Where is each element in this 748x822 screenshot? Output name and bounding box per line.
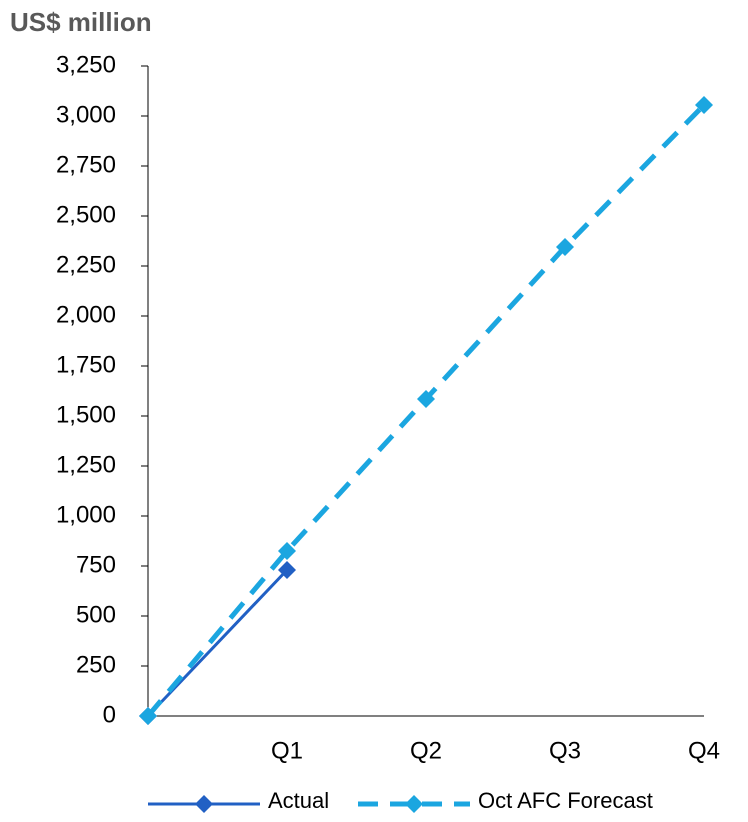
x-tick-label: Q2: [410, 737, 442, 764]
y-tick-label: 2,500: [56, 201, 116, 228]
series-line: [146, 103, 706, 718]
point-marker: [695, 96, 713, 114]
point-marker: [417, 390, 435, 408]
y-tick-label: 2,250: [56, 251, 116, 278]
x-tick-label: Q1: [271, 737, 303, 764]
point-marker: [556, 238, 574, 256]
point-marker: [278, 542, 296, 560]
y-tick-label: 1,750: [56, 351, 116, 378]
y-tick-label: 750: [76, 551, 116, 578]
y-tick-label: 500: [76, 601, 116, 628]
x-tick-label: Q4: [688, 737, 720, 764]
legend-marker: [405, 795, 423, 813]
y-tick-label: 0: [103, 701, 116, 728]
point-marker: [278, 561, 296, 579]
legend-label: Actual: [268, 788, 329, 813]
legend-marker: [195, 795, 213, 813]
series-line: [146, 568, 289, 718]
y-tick-label: 1,000: [56, 501, 116, 528]
x-tick-label: Q3: [549, 737, 581, 764]
y-tick-label: 2,000: [56, 301, 116, 328]
legend-label: Oct AFC Forecast: [478, 788, 653, 813]
y-tick-label: 3,250: [56, 51, 116, 78]
y-tick-label: 3,000: [56, 101, 116, 128]
y-tick-label: 1,250: [56, 451, 116, 478]
y-tick-label: 1,500: [56, 401, 116, 428]
y-tick-label: 250: [76, 651, 116, 678]
chart-title: US$ million: [10, 7, 152, 37]
y-tick-label: 2,750: [56, 151, 116, 178]
point-marker: [139, 707, 157, 725]
